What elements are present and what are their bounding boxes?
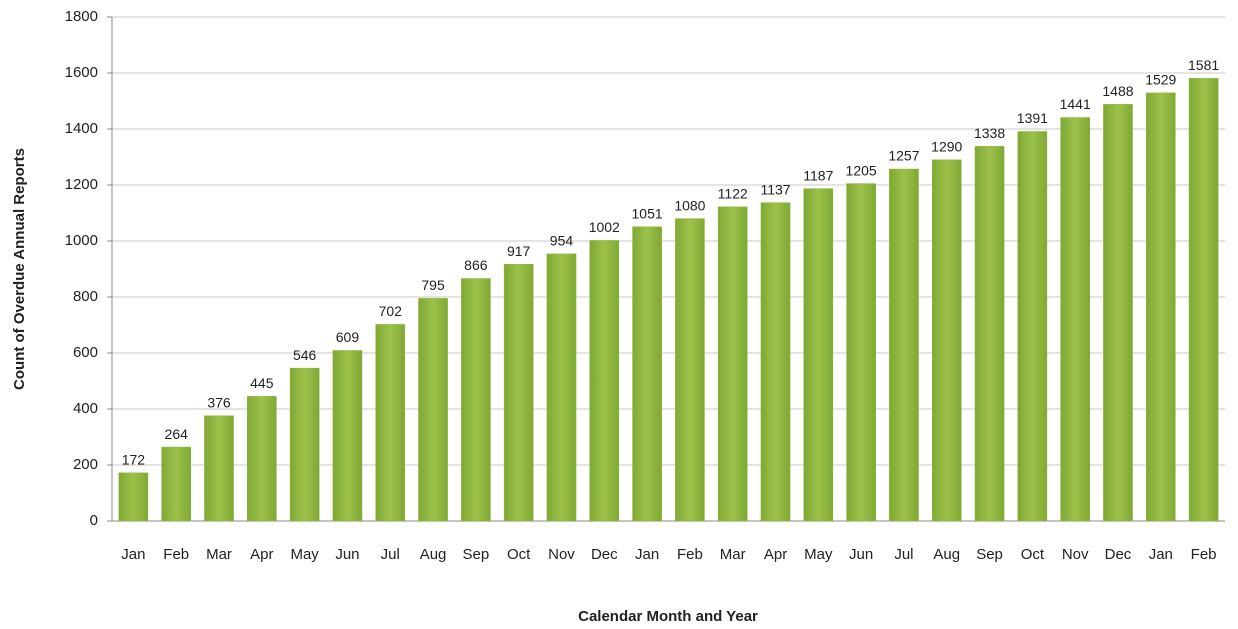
data-label: 1338: [974, 125, 1005, 141]
x-tick-label: Oct: [1021, 546, 1045, 563]
x-tick-label: Aug: [420, 546, 447, 563]
bar: [418, 298, 448, 522]
bar: [1060, 117, 1090, 522]
bar: [589, 240, 620, 522]
data-label: 1441: [1060, 96, 1091, 112]
y-tick-label: 1400: [65, 120, 98, 137]
bar: [289, 367, 320, 522]
bar: [717, 206, 748, 522]
x-tick-label: Nov: [548, 546, 575, 563]
data-label: 1137: [760, 181, 790, 197]
x-tick-label: Mar: [206, 546, 232, 563]
bar: [161, 446, 192, 522]
data-label: 1122: [718, 186, 748, 202]
data-label: 1187: [803, 167, 833, 183]
data-label: 264: [165, 426, 189, 442]
x-tick-label: Feb: [1191, 546, 1217, 563]
data-label: 1002: [589, 219, 620, 235]
bar: [375, 324, 406, 522]
bar: [889, 168, 919, 522]
y-tick-label: 1000: [65, 232, 98, 249]
x-tick-label: Aug: [933, 546, 960, 563]
y-tick-label: 1600: [65, 64, 98, 81]
y-tick-label: 400: [73, 400, 98, 417]
bar: [503, 263, 534, 522]
data-label: 1290: [931, 139, 962, 155]
bar: [931, 159, 962, 522]
x-tick-label: May: [290, 546, 319, 563]
x-tick-label: Oct: [507, 546, 531, 563]
data-label: 917: [507, 243, 531, 259]
y-tick-label: 1200: [65, 176, 98, 193]
x-tick-label: Jun: [335, 546, 359, 563]
bar: [1017, 131, 1048, 522]
data-label: 445: [250, 375, 274, 391]
data-label: 546: [293, 347, 317, 363]
x-tick-label: Sep: [976, 546, 1003, 563]
y-tick-label: 600: [73, 344, 98, 361]
bar: [118, 472, 149, 522]
bar: [803, 188, 834, 522]
x-tick-label: Jan: [635, 546, 659, 563]
bar: [760, 202, 791, 522]
data-label: 795: [421, 277, 445, 293]
data-label: 1529: [1145, 72, 1176, 88]
data-label: 376: [207, 394, 231, 410]
x-tick-label: May: [804, 546, 833, 563]
data-label: 1080: [674, 197, 705, 213]
x-tick-label: Nov: [1062, 546, 1089, 563]
data-label: 1051: [632, 205, 663, 221]
x-tick-label: Apr: [764, 546, 787, 563]
x-tick-label: Jan: [1149, 546, 1173, 563]
x-axis-label: Calendar Month and Year: [578, 608, 758, 625]
data-label: 1257: [888, 148, 919, 164]
data-label: 954: [550, 233, 574, 249]
bar: [675, 218, 705, 522]
data-label: 1488: [1102, 83, 1133, 99]
x-tick-label: Jan: [121, 546, 145, 563]
y-tick-label: 1800: [65, 8, 98, 25]
y-tick-label: 0: [90, 512, 98, 529]
y-tick-label: 200: [73, 456, 98, 473]
x-tick-label: Jul: [381, 546, 400, 563]
data-label: 1205: [846, 162, 877, 178]
bar: [1145, 92, 1176, 522]
x-tick-label: Mar: [720, 546, 746, 563]
data-label: 1581: [1188, 57, 1219, 73]
x-tick-label: Apr: [250, 546, 273, 563]
bar: [632, 226, 662, 522]
bar: [974, 146, 1005, 522]
data-label: 172: [122, 452, 146, 468]
bar: [846, 183, 876, 522]
bar: [1103, 104, 1133, 522]
x-tick-label: Dec: [591, 546, 618, 563]
x-tick-label: Feb: [677, 546, 703, 563]
y-tick-label: 800: [73, 288, 98, 305]
data-label: 702: [379, 303, 403, 319]
bar: [461, 278, 491, 522]
y-axis-label: Count of Overdue Annual Reports: [11, 148, 28, 390]
data-label: 1391: [1017, 110, 1048, 126]
data-label: 609: [336, 329, 360, 345]
bar: [247, 396, 277, 522]
data-label: 866: [464, 257, 488, 273]
x-tick-label: Sep: [463, 546, 490, 563]
bar: [332, 350, 363, 522]
x-tick-label: Jul: [894, 546, 913, 563]
bar: [1188, 78, 1219, 522]
bar: [546, 253, 577, 522]
bar: [204, 415, 234, 522]
x-tick-label: Jun: [849, 546, 873, 563]
x-tick-label: Dec: [1105, 546, 1132, 563]
x-tick-label: Feb: [163, 546, 189, 563]
